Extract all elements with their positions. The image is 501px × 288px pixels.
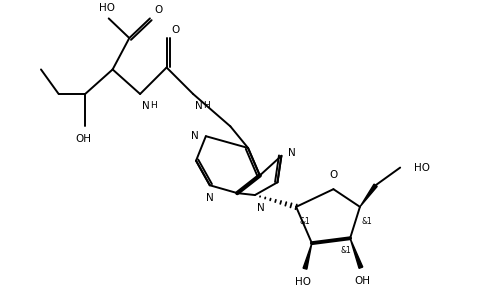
Text: O: O [329, 170, 337, 180]
Text: N: N [205, 193, 213, 203]
Text: N: N [257, 203, 264, 213]
Text: N: N [191, 131, 198, 141]
Text: &1: &1 [299, 217, 309, 226]
Text: OH: OH [354, 276, 370, 285]
Text: O: O [171, 25, 179, 35]
Polygon shape [303, 243, 311, 269]
Text: HO: HO [295, 276, 311, 287]
Text: N: N [288, 148, 296, 158]
Polygon shape [359, 184, 376, 207]
Text: &1: &1 [361, 217, 372, 226]
Text: O: O [154, 5, 163, 16]
Text: OH: OH [75, 134, 91, 144]
Text: &1: &1 [340, 246, 351, 255]
Text: H: H [202, 101, 209, 110]
Text: HO: HO [413, 163, 429, 173]
Text: N: N [142, 101, 149, 111]
Polygon shape [349, 238, 362, 268]
Text: N: N [195, 101, 202, 111]
Text: H: H [150, 101, 156, 110]
Text: HO: HO [99, 3, 115, 13]
